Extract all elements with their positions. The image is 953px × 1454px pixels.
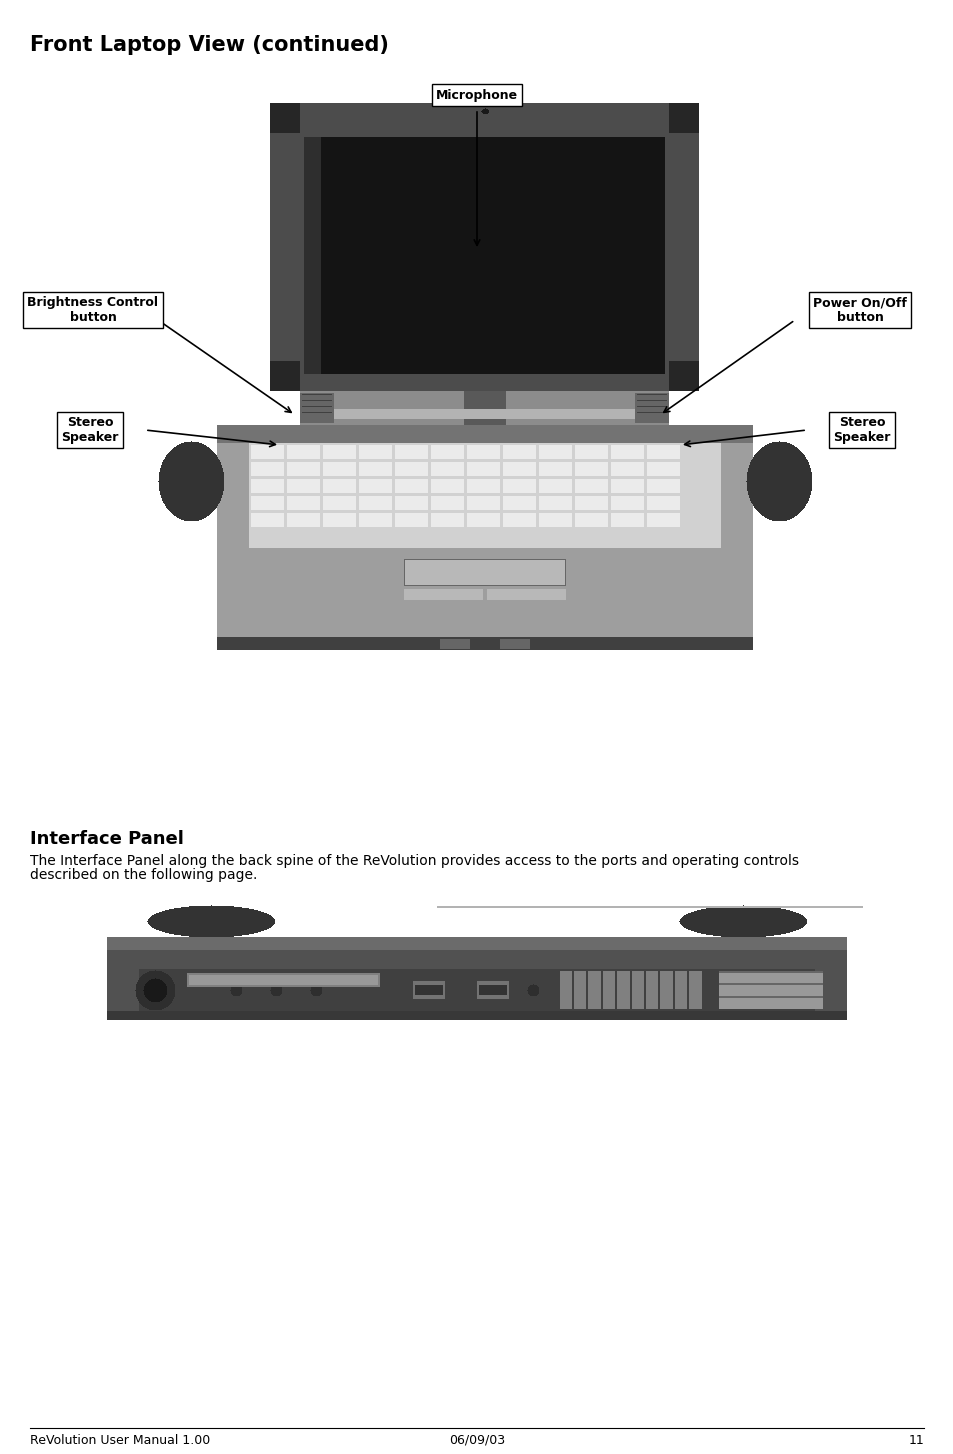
Text: Brightness Control
button: Brightness Control button bbox=[28, 297, 158, 324]
Text: Front Laptop View (continued): Front Laptop View (continued) bbox=[30, 35, 389, 55]
Text: The Interface Panel along the back spine of the ReVolution provides access to th: The Interface Panel along the back spine… bbox=[30, 853, 799, 868]
Text: described on the following page.: described on the following page. bbox=[30, 868, 257, 883]
Text: Interface Panel: Interface Panel bbox=[30, 830, 184, 848]
Text: Microphone: Microphone bbox=[436, 89, 517, 102]
Text: 06/09/03: 06/09/03 bbox=[449, 1434, 504, 1447]
Text: Power On/Off
button: Power On/Off button bbox=[812, 297, 906, 324]
Text: ReVolution User Manual 1.00: ReVolution User Manual 1.00 bbox=[30, 1434, 210, 1447]
Text: Stereo
Speaker: Stereo Speaker bbox=[61, 416, 118, 443]
Text: Stereo
Speaker: Stereo Speaker bbox=[832, 416, 890, 443]
Text: 11: 11 bbox=[907, 1434, 923, 1447]
